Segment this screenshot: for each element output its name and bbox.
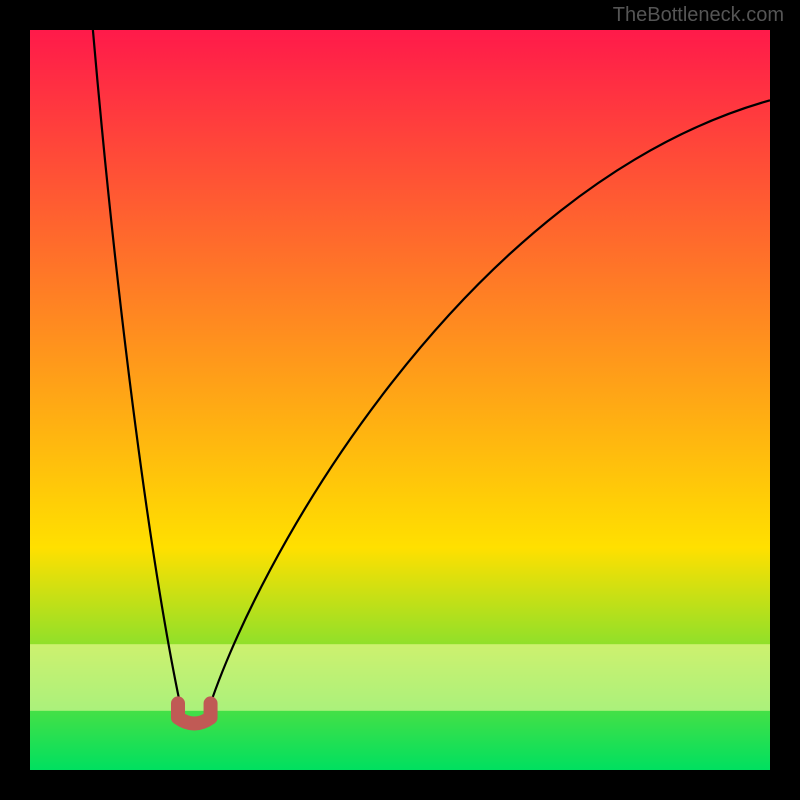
watermark-text: TheBottleneck.com [613, 4, 784, 27]
pale-band [30, 644, 770, 711]
chart-container: TheBottleneck.com [0, 0, 800, 800]
chart-svg [0, 0, 800, 800]
